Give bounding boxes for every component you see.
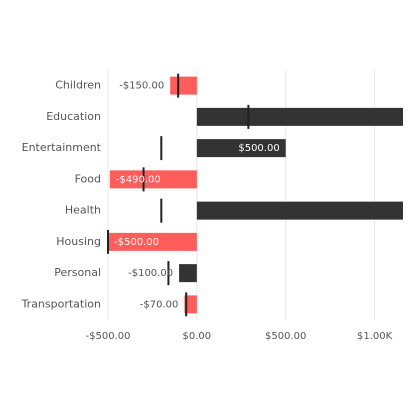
- target-marker: [142, 167, 145, 192]
- bar: [196, 201, 403, 220]
- bar: [179, 264, 197, 283]
- labels: -$500.00 $0.00 $500.00 $1.00K Children -$150.…: [21, 73, 393, 342]
- data-label: -$70.00: [140, 299, 179, 310]
- target-marker: [107, 229, 109, 254]
- x-tick-label: -$500.00: [86, 331, 131, 342]
- data-label: -$490.00: [116, 174, 161, 185]
- y-tick-label: Entertainment: [22, 141, 102, 154]
- y-tick-label: Food: [75, 172, 101, 185]
- bar: [109, 170, 197, 189]
- x-tick-label: $0.00: [183, 331, 212, 342]
- target-marker: [247, 104, 250, 129]
- y-tick-label: Education: [46, 110, 101, 123]
- data-label: $500.00: [238, 143, 279, 154]
- target-marker: [160, 136, 163, 161]
- grid: [107, 70, 376, 320]
- x-tick-label: $500.00: [265, 331, 306, 342]
- data-label: -$500.00: [114, 237, 159, 248]
- bar: [196, 139, 286, 158]
- y-tick-label: Health: [65, 204, 101, 217]
- target-marker: [160, 198, 163, 223]
- data-label: -$150.00: [119, 81, 164, 92]
- y-tick-label: Personal: [54, 266, 101, 279]
- y-tick-label: Transportation: [21, 297, 101, 310]
- bar: [170, 76, 197, 95]
- bar: [108, 232, 197, 251]
- y-tick-label: Housing: [56, 235, 101, 248]
- bar: [184, 295, 197, 314]
- bar: [196, 107, 403, 126]
- x-tick-label: $1.00K: [357, 331, 393, 342]
- target-marker: [185, 292, 188, 317]
- target-marker: [167, 261, 170, 286]
- data-label: -$100.00: [128, 268, 173, 279]
- target-marker: [177, 73, 180, 98]
- y-tick-label: Children: [55, 79, 101, 92]
